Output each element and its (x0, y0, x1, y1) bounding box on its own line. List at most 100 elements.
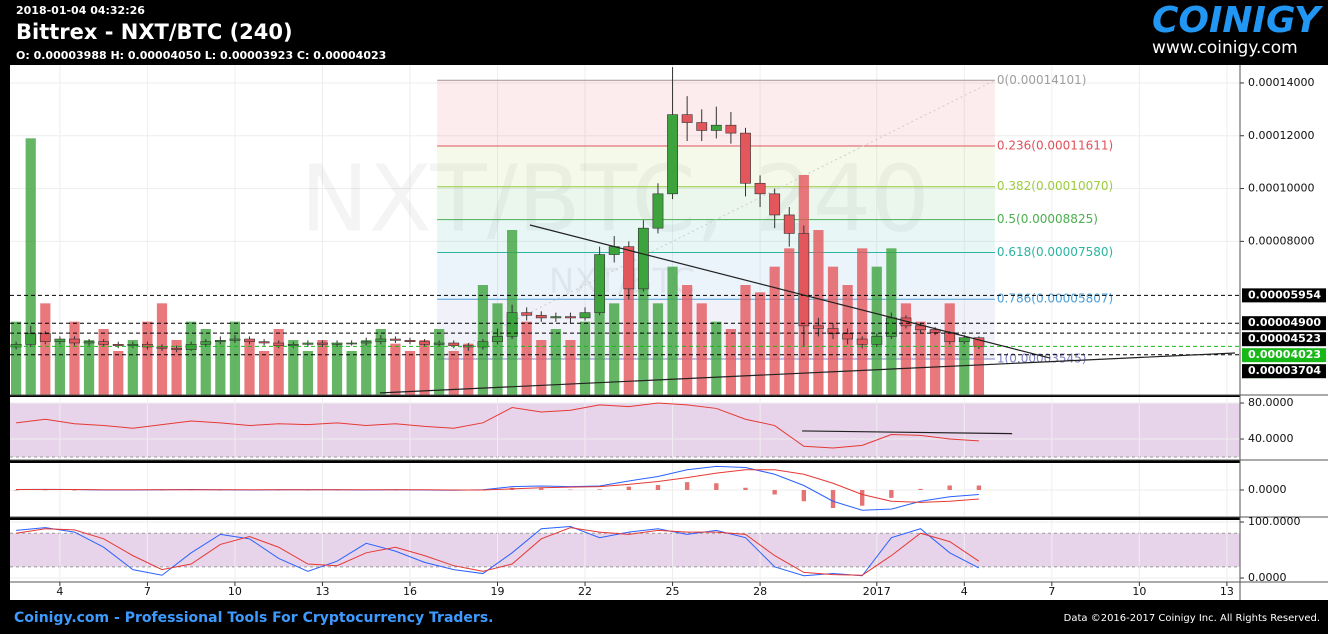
candle-body (521, 312, 533, 316)
candle-body (813, 325, 824, 329)
candle-body (783, 214, 795, 234)
histogram-bar (830, 490, 836, 508)
candle-body (725, 124, 737, 134)
volume-bar (944, 303, 955, 395)
fib-label: 0.236(0.00011611) (997, 139, 1113, 153)
volume-bar (98, 329, 109, 395)
volume-bar (609, 303, 620, 395)
candle-body (419, 341, 430, 345)
candle-body (229, 338, 241, 341)
candle-body (754, 182, 766, 195)
candle-body (10, 344, 22, 348)
band (10, 533, 1240, 567)
volume-bar (11, 321, 22, 395)
volume-bar (725, 329, 737, 395)
histogram-bar (976, 485, 982, 490)
volume-bar (754, 292, 766, 395)
candle-body (681, 114, 693, 123)
volume-bar (915, 321, 926, 395)
trendline (529, 224, 1051, 359)
volume-bar (127, 340, 138, 395)
x-tick-label: 16 (403, 585, 417, 598)
volume-bar (40, 303, 51, 395)
volume-bar (83, 340, 95, 395)
fib-label: 0(0.00014101) (997, 73, 1087, 87)
volume-bar (273, 329, 284, 395)
panel (10, 397, 1240, 460)
x-tick-label: 19 (491, 585, 505, 598)
panel: NXT/BTC, 240NXT/BTC0(0.00014101)0.236(0.… (10, 65, 1240, 395)
histogram-bar (918, 488, 923, 490)
volume-bar (69, 321, 80, 395)
line (16, 402, 979, 449)
histogram-bar (684, 482, 690, 490)
candle-body (98, 341, 110, 345)
volume-bar (536, 340, 547, 395)
fib-diagonal (436, 79, 996, 360)
volume-bar (288, 340, 299, 395)
volume-bar (142, 321, 153, 395)
x-tick-label: 2017 (863, 585, 891, 598)
volume-bar (740, 285, 751, 395)
y-tick-label: 100.0000 (1248, 515, 1301, 528)
volume-bar (463, 343, 474, 395)
price-label-box (1242, 348, 1326, 363)
candle-body (83, 341, 95, 344)
candle-body (331, 342, 343, 345)
x-tick-label: 4 (961, 585, 968, 598)
fib-label: 0.382(0.00010070) (997, 179, 1113, 193)
candle-body (156, 346, 168, 349)
volume-bar (419, 340, 430, 395)
histogram-bar (714, 483, 719, 490)
volume-bar (25, 138, 36, 395)
volume-bar (769, 266, 780, 395)
y-tick-label: 0.0000 (1248, 483, 1287, 496)
volume-bar (215, 340, 226, 395)
fib-band (437, 219, 995, 253)
volume-bar (813, 230, 824, 395)
candle-body (258, 341, 270, 344)
candle-body (929, 329, 941, 333)
candle-body (346, 342, 358, 345)
candle-body (39, 333, 51, 342)
volume-bar (667, 266, 678, 395)
histogram-bar (947, 485, 952, 490)
candle-body (958, 337, 970, 342)
candle-body (696, 122, 708, 131)
footer-right: Data ©2016-2017 Coinigy Inc. All Rights … (1064, 613, 1320, 624)
candle-body (594, 254, 606, 313)
candle-body (798, 233, 810, 327)
logo-url: www.coinigy.com (1152, 38, 1298, 58)
candle-body (214, 340, 226, 342)
fib-label: 0.618(0.00007580) (997, 245, 1113, 259)
band (10, 403, 1240, 458)
footer-left: Coinigy.com - Professional Tools For Cry… (14, 610, 493, 626)
volume-bar (550, 329, 561, 395)
volume-bar (434, 329, 445, 395)
histogram-bar (539, 488, 544, 490)
x-tick-label: 13 (1220, 585, 1234, 598)
volume-bar (623, 266, 634, 395)
candle-body (317, 342, 328, 345)
volume-bar (871, 266, 882, 395)
candle-body (477, 341, 489, 348)
candle-body (667, 114, 678, 195)
candle-body (652, 193, 664, 229)
volume-bar (317, 340, 328, 395)
volume-bar (682, 285, 693, 395)
x-axis-area (10, 582, 1240, 600)
volume-bar (711, 321, 722, 395)
volume-bar (900, 303, 912, 395)
histogram-bar (597, 489, 602, 490)
x-tick-label: 4 (56, 585, 63, 598)
chart-title: Bittrex - NXT/BTC (240) (16, 20, 293, 44)
volume-bar (930, 329, 941, 395)
candle-body (637, 227, 649, 290)
fib-label: 0.5(0.00008825) (997, 212, 1098, 226)
candle-body (287, 344, 299, 346)
price-label: 0.00004023 (1248, 348, 1321, 361)
panel (10, 520, 1240, 582)
candle-body (448, 342, 460, 346)
ohlc-text: O: 0.00003988 H: 0.00004050 L: 0.0000392… (16, 49, 386, 62)
